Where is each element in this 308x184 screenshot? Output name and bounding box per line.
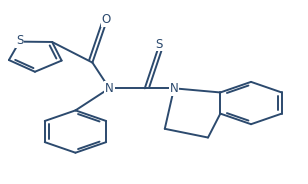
Text: N: N <box>105 82 114 95</box>
Text: N: N <box>170 82 178 95</box>
Text: S: S <box>16 34 23 47</box>
Text: S: S <box>155 38 162 51</box>
Text: O: O <box>102 13 111 26</box>
